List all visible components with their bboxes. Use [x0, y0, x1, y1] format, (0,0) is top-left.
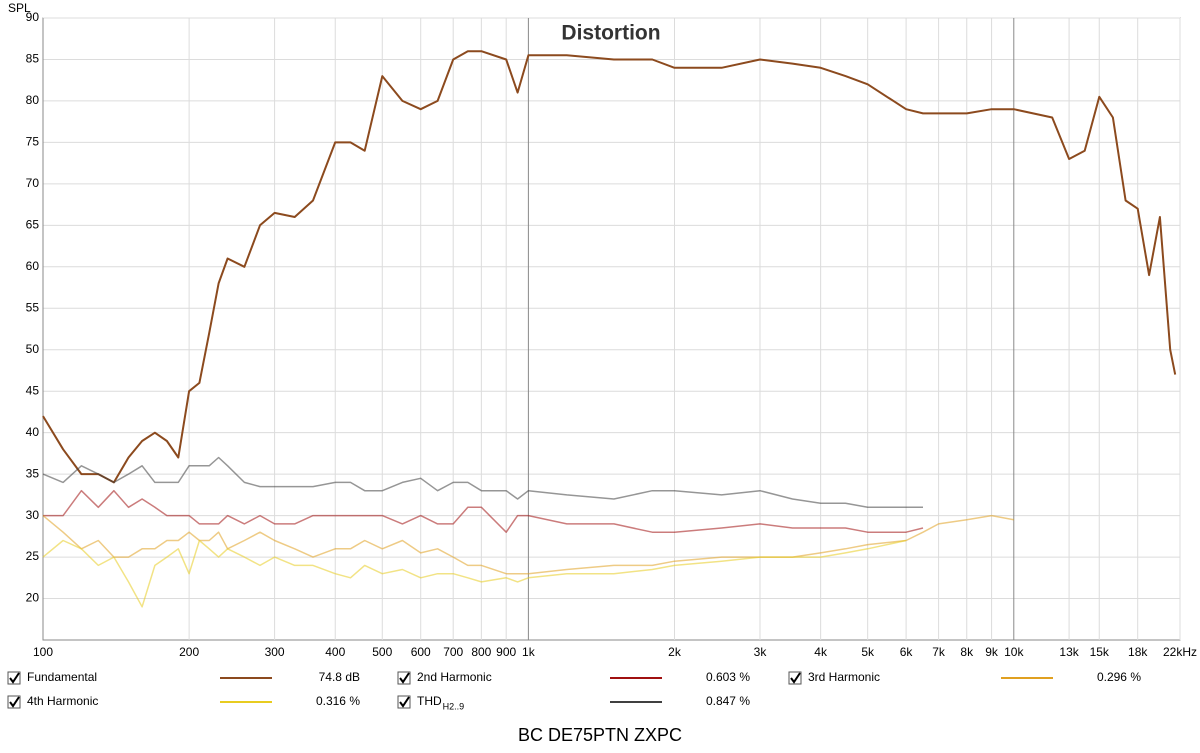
x-tick-label: 700	[443, 645, 463, 659]
y-tick-label: 50	[26, 342, 40, 356]
x-tick-label: 100	[33, 645, 53, 659]
legend-item: THD H2..9 0.847 %	[397, 694, 750, 711]
y-tick-label: 80	[26, 93, 40, 107]
x-tick-label: 13k	[1059, 645, 1079, 659]
y-tick-label: 45	[26, 383, 40, 397]
legend-item: 3rd Harmonic 0.296 %	[788, 670, 1141, 685]
x-tick-label: 800	[471, 645, 491, 659]
check-mark	[9, 696, 20, 708]
check-mark	[790, 672, 801, 684]
legend-value: 0.316 %	[316, 694, 360, 708]
y-tick-label: 65	[26, 218, 40, 232]
x-tick-label: 8k	[960, 645, 974, 659]
x-tick-label: 4k	[814, 645, 828, 659]
x-tick-label: 3k	[754, 645, 768, 659]
x-tick-label: 5k	[861, 645, 875, 659]
x-tick-label: 1k	[522, 645, 536, 659]
y-tick-label: 40	[26, 425, 40, 439]
x-tick-label: 2k	[668, 645, 682, 659]
y-tick-label: 60	[26, 259, 40, 273]
x-tick-label: 300	[265, 645, 285, 659]
x-tick-label: 400	[325, 645, 345, 659]
y-tick-label: 90	[26, 10, 40, 24]
series-line	[43, 489, 924, 533]
x-tick-label: 7k	[932, 645, 946, 659]
x-tick-label: 500	[372, 645, 392, 659]
y-axis-label: SPL	[8, 1, 31, 15]
legend-value: 0.847 %	[706, 694, 750, 708]
legend-label: Fundamental	[27, 670, 97, 684]
plot-area	[42, 17, 1181, 641]
legend-item: 4th Harmonic 0.316 %	[7, 694, 360, 709]
chart-title: Distortion	[561, 22, 660, 45]
x-tick-label: 18k	[1128, 645, 1148, 659]
x-tick-label: 10k	[1004, 645, 1024, 659]
series-line	[42, 539, 907, 608]
check-mark	[399, 672, 410, 684]
legend-label: 2nd Harmonic	[417, 670, 492, 684]
x-tick-label: 200	[179, 645, 199, 659]
legend-item: 2nd Harmonic 0.603 %	[397, 670, 750, 685]
caption: BC DE75PTN ZXPC	[518, 725, 682, 745]
series-line	[42, 514, 1014, 575]
y-tick-label: 20	[26, 591, 40, 605]
series-line	[42, 50, 1177, 484]
legend-label: THD	[417, 694, 442, 708]
y-tick-label: 85	[26, 52, 40, 66]
legend-item: Fundamental 74.8 dB	[7, 670, 360, 685]
x-tick-label: 22kHz	[1163, 645, 1197, 659]
legend-value: 0.296 %	[1097, 670, 1141, 684]
series-line	[42, 456, 923, 509]
x-tick-label: 900	[496, 645, 516, 659]
x-tick-label: 9k	[985, 645, 999, 659]
y-tick-label: 75	[26, 135, 40, 149]
y-tick-label: 70	[26, 176, 40, 190]
x-tick-label: 15k	[1090, 645, 1110, 659]
check-mark	[399, 696, 410, 708]
legend-label: 4th Harmonic	[27, 694, 98, 708]
legend-value: 74.8 dB	[319, 670, 360, 684]
legend-label: 3rd Harmonic	[808, 670, 880, 684]
y-tick-label: 30	[26, 508, 40, 522]
x-tick-label: 600	[411, 645, 431, 659]
x-tick-label: 6k	[900, 645, 914, 659]
legend-value: 0.603 %	[706, 670, 750, 684]
check-mark	[9, 672, 20, 684]
y-tick-label: 35	[26, 466, 40, 480]
legend-subscript: H2..9	[443, 701, 465, 711]
y-tick-label: 55	[26, 300, 40, 314]
y-tick-label: 25	[26, 549, 40, 563]
